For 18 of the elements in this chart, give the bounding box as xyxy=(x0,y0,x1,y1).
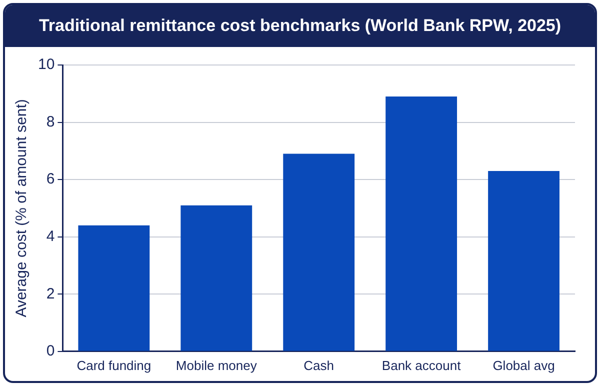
bar xyxy=(386,96,458,351)
bar xyxy=(283,154,355,351)
y-tick-label: 4 xyxy=(46,228,55,245)
chart-title: Traditional remittance cost benchmarks (World Bank RPW, 2025) xyxy=(5,5,595,47)
bar xyxy=(488,170,560,351)
y-tick-label: 10 xyxy=(38,56,55,74)
bar xyxy=(78,225,150,351)
x-tick-label: Card funding xyxy=(76,358,152,373)
y-tick-label: 6 xyxy=(46,170,55,188)
y-tick-label: 2 xyxy=(46,285,55,302)
y-tick-label: 8 xyxy=(46,113,55,130)
y-tick-label: 0 xyxy=(46,342,55,360)
x-tick-label: Bank account xyxy=(382,358,462,373)
x-tick-label: Mobile money xyxy=(176,358,258,373)
y-axis-title: Average cost (% of amount sent) xyxy=(13,99,30,318)
x-tick-label: Cash xyxy=(304,358,334,373)
x-tick-label: Global avg xyxy=(492,358,555,373)
bar xyxy=(180,205,252,351)
